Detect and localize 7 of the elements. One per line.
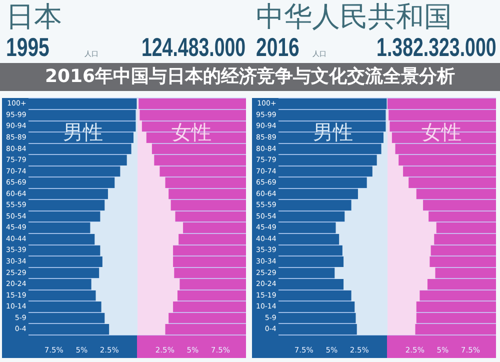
chart-subtitle: 1995: [6, 32, 50, 62]
chart-subtitle: 2016: [256, 32, 300, 62]
text: 2016年中国与日本的经济竞争与文化交流全景分析: [0, 63, 500, 91]
text: 124.483.000: [142, 32, 246, 62]
chart-title: 中华人民共和国: [256, 0, 452, 33]
text: 1.382.323.000: [376, 32, 496, 62]
chart-title: 日本: [6, 0, 62, 33]
